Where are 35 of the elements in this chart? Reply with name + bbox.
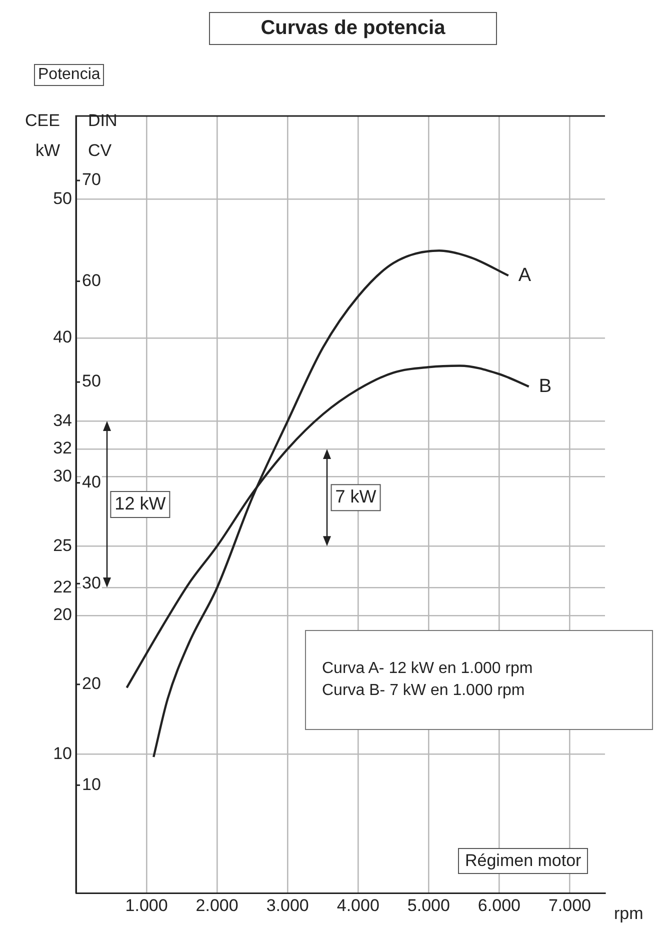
- x-tick-label: 5.000: [407, 896, 450, 915]
- y-tick-label: 22: [53, 577, 72, 596]
- y2-tick-label: 10: [82, 774, 101, 794]
- y-axis-title: Potencia: [34, 64, 104, 86]
- y2-tick-label: 40: [82, 472, 101, 492]
- annotation: 12 kW: [114, 493, 166, 514]
- series-label: A: [518, 264, 532, 286]
- x-axis-title: Régimen motor: [458, 848, 588, 874]
- series-label: B: [538, 376, 552, 397]
- y2-tick-label: 50: [82, 372, 101, 391]
- y-tick-label: 50: [53, 188, 72, 208]
- y-tick-label: 32: [53, 438, 72, 458]
- y2-tick-label: 70: [82, 170, 101, 190]
- y2-tick-label: 60: [82, 270, 101, 290]
- y-tick-label: 20: [53, 605, 72, 624]
- y-tick-label: 25: [53, 536, 72, 555]
- y2-tick-label: 30: [82, 573, 101, 592]
- x-tick-label: 3.000: [266, 896, 309, 915]
- chart-title: Curvas de potencia: [209, 12, 497, 45]
- y-tick-label: 34: [53, 410, 72, 430]
- x-tick-label: 4.000: [336, 896, 380, 915]
- annotation: 7 kW: [335, 486, 376, 507]
- text: CEE kW: [24, 110, 60, 162]
- x-tick-label: 2.000: [196, 896, 238, 915]
- x-tick-label: 1.000: [125, 896, 168, 915]
- x-tick-label: 6.000: [478, 896, 520, 915]
- y-tick-label: 10: [53, 744, 72, 763]
- text-box: Curva A- 12 kW en 1.000 rpm Curva B- 7 kW en 1.000 rpm: [305, 630, 653, 730]
- y-tick-label: 30: [53, 466, 72, 486]
- y-tick-label: 40: [53, 328, 72, 347]
- x-tick-label: 7.000: [548, 896, 592, 915]
- text: rpm: [614, 904, 644, 924]
- annotation: Curva A- 12 kW en 1.000 rpm: [322, 659, 534, 679]
- annotation: Curva B- 7 kW en 1.000 rpm: [322, 681, 526, 701]
- y2-tick-label: 20: [82, 674, 101, 694]
